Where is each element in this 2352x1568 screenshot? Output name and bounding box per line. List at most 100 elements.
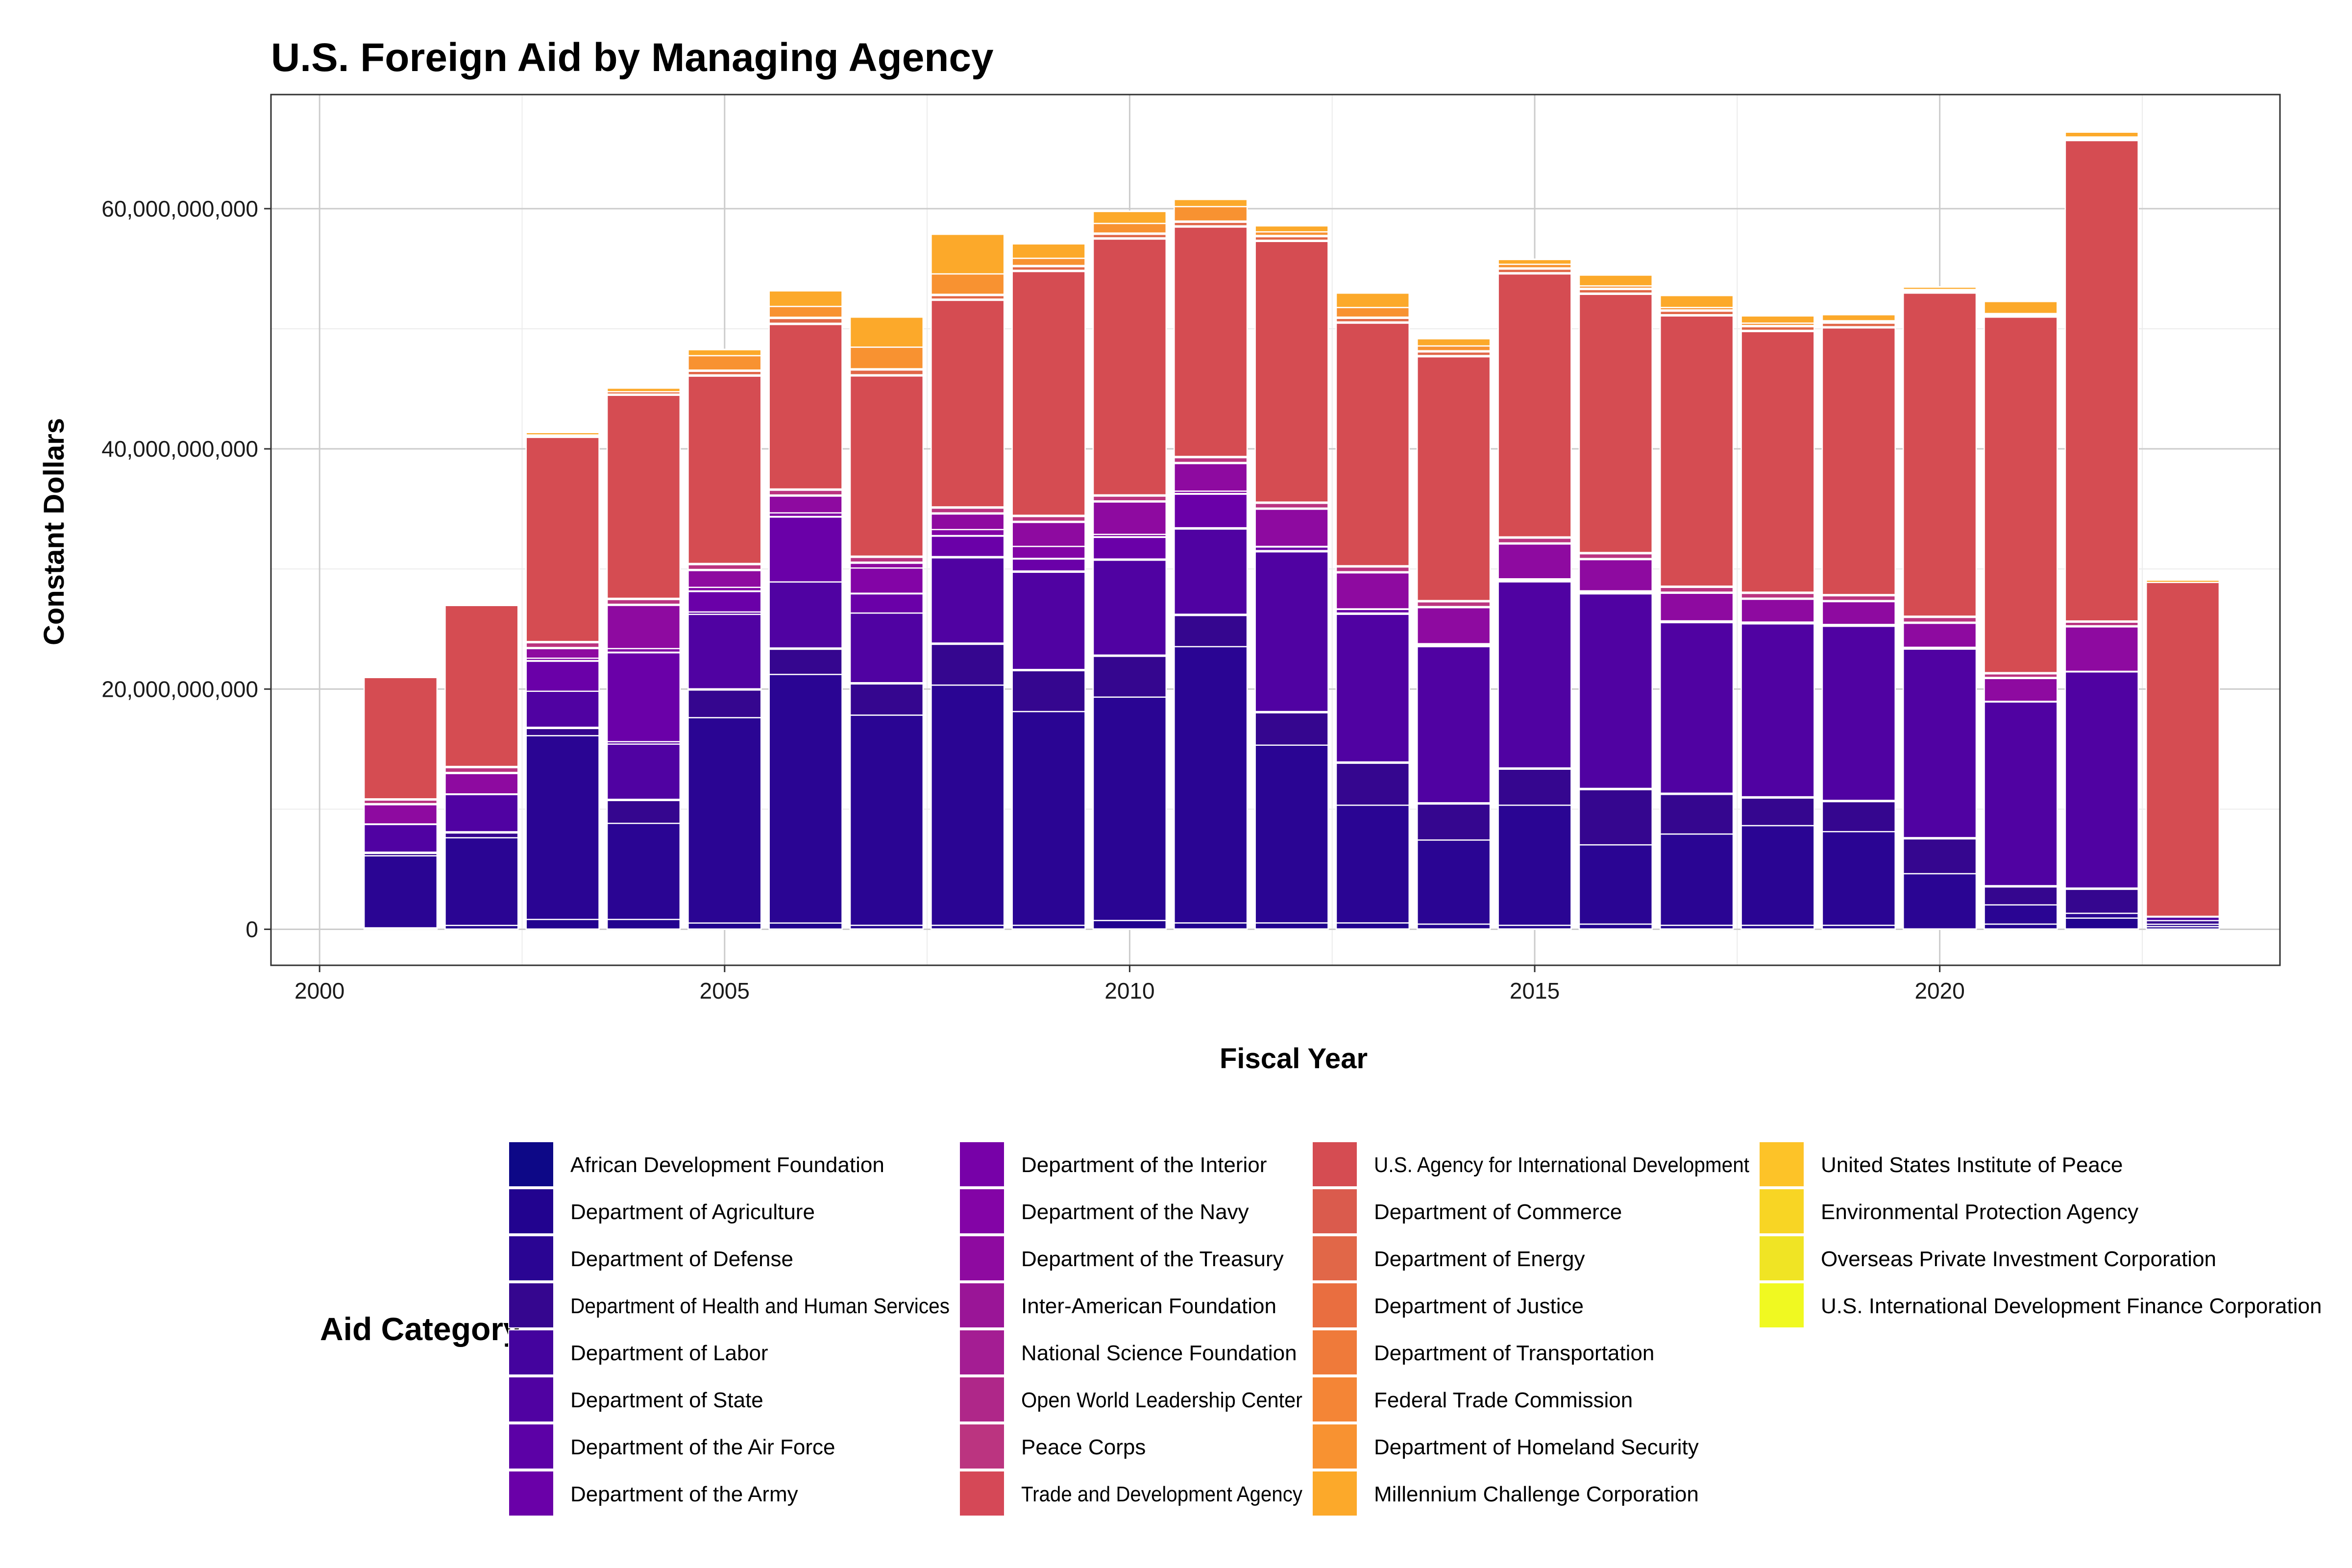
bar-segment	[1092, 495, 1167, 502]
x-tick-label: 2000	[294, 978, 344, 1004]
bar-segment	[849, 369, 924, 376]
legend-item: Department of Homeland Security	[1312, 1423, 1699, 1470]
bar-segment	[1254, 712, 1329, 746]
bar-segment	[1578, 294, 1653, 553]
bar-segment	[768, 922, 843, 930]
bar-stack-2023	[2145, 579, 2220, 930]
bar-stack-2021	[1984, 300, 2058, 930]
bar-segment	[1335, 762, 1410, 806]
bar-segment	[1092, 501, 1167, 535]
bar-segment	[1821, 595, 1896, 601]
bar-segment	[768, 581, 843, 649]
bar-segment	[687, 590, 762, 613]
legend-item: Open World Leadership Center	[959, 1376, 1302, 1422]
bar-segment	[931, 513, 1005, 531]
bar-stack-2011	[1174, 198, 1248, 930]
bar-segment	[849, 683, 924, 716]
bar-segment	[1984, 904, 2058, 925]
legend-swatch	[1312, 1376, 1358, 1422]
bar-segment	[931, 507, 1005, 514]
legend-item: Inter-American Foundation	[959, 1282, 1276, 1328]
bar-stack-2007	[849, 316, 924, 930]
bar-segment	[768, 290, 843, 307]
bar-segment	[1578, 593, 1653, 789]
bar-segment	[1335, 922, 1410, 930]
bar-segment	[1254, 224, 1329, 226]
legend-item: U.S. International Development Finance C…	[1759, 1282, 2322, 1328]
legend-label: Overseas Private Investment Corporation	[1821, 1247, 2216, 1271]
bar-segment	[1660, 793, 1734, 835]
bar-segment	[768, 306, 843, 318]
bar-segment	[1174, 198, 1248, 207]
bar-segment	[444, 837, 519, 926]
bar-segment	[1335, 307, 1410, 318]
bar-segment	[1740, 331, 1815, 593]
bar-segment	[1092, 210, 1167, 212]
legend-label: Department of Labor	[570, 1341, 768, 1365]
bar-segment	[1011, 545, 1086, 559]
legend-swatch	[508, 1423, 554, 1470]
bar-segment	[1821, 831, 1896, 926]
plot-border	[270, 94, 2281, 966]
bar-segment	[1903, 648, 1977, 838]
bar-segment	[1174, 463, 1248, 492]
legend-swatch	[959, 1282, 1005, 1328]
legend-swatch	[1759, 1282, 1805, 1328]
bar-segment	[687, 564, 762, 570]
bar-segment	[1578, 274, 1653, 287]
legend-swatch	[508, 1329, 554, 1375]
bar-stack-2022	[2064, 130, 2139, 930]
bar-segment	[1011, 571, 1086, 670]
bar-segment	[1174, 493, 1248, 529]
bar-segment	[1660, 833, 1734, 926]
bar-segment	[687, 375, 762, 564]
bar-segment	[1497, 258, 1572, 260]
legend-label: Open World Leadership Center	[1021, 1388, 1302, 1412]
legend-label: Department of Commerce	[1374, 1200, 1622, 1224]
bar-segment	[606, 800, 681, 824]
bar-segment	[1578, 559, 1653, 592]
bar-segment	[525, 919, 600, 930]
legend-swatch	[959, 1423, 1005, 1470]
bar-segment	[606, 743, 681, 800]
legend-item: Department of Justice	[1312, 1282, 1584, 1328]
bar-stack-2003	[525, 431, 600, 930]
bar-segment	[1740, 315, 1815, 324]
bar-segment	[606, 652, 681, 742]
legend-swatch	[959, 1235, 1005, 1281]
bar-segment	[1660, 587, 1734, 593]
bar-segment	[768, 495, 843, 514]
bar-segment	[606, 823, 681, 920]
bar-segment	[1497, 537, 1572, 544]
legend-swatch	[959, 1470, 1005, 1517]
x-tick-label: 2005	[700, 978, 750, 1004]
bar-segment	[1497, 543, 1572, 580]
bar-segment	[1254, 225, 1329, 233]
legend-label: Department of Agriculture	[570, 1200, 815, 1224]
bar-segment	[1417, 345, 1491, 352]
bar-segment	[525, 690, 600, 728]
bar-segment	[687, 922, 762, 930]
bar-segment	[1335, 572, 1410, 610]
bar-segment	[687, 689, 762, 718]
legend-label: U.S. Agency for International Developmen…	[1374, 1153, 1749, 1177]
x-tick-label: 2020	[1914, 978, 1964, 1004]
bar-segment	[687, 348, 762, 350]
bar-stack-2005	[687, 348, 762, 930]
bar-segment	[363, 855, 438, 929]
bar-segment	[606, 605, 681, 649]
bar-stack-2014	[1417, 338, 1491, 930]
bar-segment	[444, 604, 519, 606]
bar-stack-2013	[1335, 292, 1410, 930]
legend-swatch	[508, 1141, 554, 1187]
bar-stack-2018	[1740, 315, 1815, 930]
chart-title: U.S. Foreign Aid by Managing Agency	[271, 35, 994, 80]
bar-segment	[2064, 912, 2139, 919]
bar-segment	[1092, 537, 1167, 560]
bar-segment	[1254, 744, 1329, 924]
bar-segment	[1497, 259, 1572, 265]
legend-swatch	[959, 1141, 1005, 1187]
bar-segment	[768, 323, 843, 490]
bar-segment	[1984, 923, 2058, 930]
bar-segment	[849, 346, 924, 369]
